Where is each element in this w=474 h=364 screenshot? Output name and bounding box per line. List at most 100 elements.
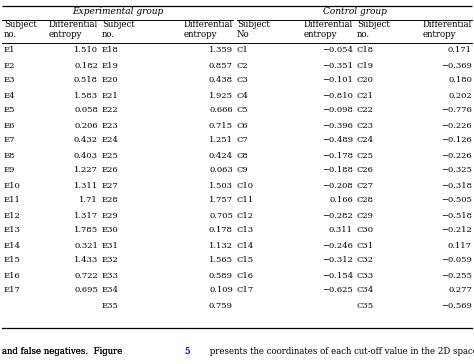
Text: −0.396: −0.396 <box>322 122 353 130</box>
Text: C18: C18 <box>357 47 374 55</box>
Text: E11: E11 <box>4 197 21 205</box>
Text: C9: C9 <box>237 166 249 174</box>
Text: E9: E9 <box>4 166 16 174</box>
Text: 1.757: 1.757 <box>209 197 233 205</box>
Text: Subject
No: Subject No <box>237 20 270 39</box>
Text: E20: E20 <box>102 76 118 84</box>
Text: E31: E31 <box>102 241 119 249</box>
Text: C28: C28 <box>357 197 374 205</box>
Text: E6: E6 <box>4 122 15 130</box>
Text: 1.925: 1.925 <box>209 91 233 99</box>
Text: 0.311: 0.311 <box>329 226 353 234</box>
Text: 0.695: 0.695 <box>74 286 98 294</box>
Text: −0.810: −0.810 <box>322 91 353 99</box>
Text: C19: C19 <box>357 62 374 70</box>
Text: 0.722: 0.722 <box>74 272 98 280</box>
Text: −0.226: −0.226 <box>441 151 472 159</box>
Text: E13: E13 <box>4 226 21 234</box>
Text: C7: C7 <box>237 136 249 145</box>
Text: 1.227: 1.227 <box>74 166 98 174</box>
Text: C26: C26 <box>357 166 374 174</box>
Text: −0.312: −0.312 <box>322 257 353 265</box>
Text: presents the coordinates of each cut-off value in the 2D space: presents the coordinates of each cut-off… <box>207 347 474 356</box>
Text: C11: C11 <box>237 197 254 205</box>
Text: −0.569: −0.569 <box>441 301 472 309</box>
Text: C13: C13 <box>237 226 254 234</box>
Text: 1.311: 1.311 <box>74 182 98 190</box>
Text: C20: C20 <box>357 76 374 84</box>
Text: E3: E3 <box>4 76 16 84</box>
Text: E22: E22 <box>102 107 118 115</box>
Text: 5: 5 <box>184 347 190 356</box>
Text: Experimental group: Experimental group <box>72 8 163 16</box>
Text: 0.438: 0.438 <box>209 76 233 84</box>
Text: E27: E27 <box>102 182 119 190</box>
Text: C23: C23 <box>357 122 374 130</box>
Text: Differential
entropy: Differential entropy <box>49 20 98 39</box>
Text: C8: C8 <box>237 151 249 159</box>
Text: 0.705: 0.705 <box>209 211 233 219</box>
Text: −0.098: −0.098 <box>322 107 353 115</box>
Text: −0.101: −0.101 <box>322 76 353 84</box>
Text: Differential
entropy: Differential entropy <box>304 20 353 39</box>
Text: 0.321: 0.321 <box>74 241 98 249</box>
Text: and false negatives.  Figure: and false negatives. Figure <box>2 347 125 356</box>
Text: E32: E32 <box>102 257 119 265</box>
Text: C10: C10 <box>237 182 254 190</box>
Text: −0.246: −0.246 <box>322 241 353 249</box>
Text: E10: E10 <box>4 182 21 190</box>
Text: 1.510: 1.510 <box>74 47 98 55</box>
Text: 1.583: 1.583 <box>74 91 98 99</box>
Text: −0.351: −0.351 <box>322 62 353 70</box>
Text: 0.182: 0.182 <box>74 62 98 70</box>
Text: 0.058: 0.058 <box>74 107 98 115</box>
Text: −0.188: −0.188 <box>322 166 353 174</box>
Text: C16: C16 <box>237 272 254 280</box>
Text: 0.202: 0.202 <box>448 91 472 99</box>
Text: C33: C33 <box>357 272 374 280</box>
Text: −0.059: −0.059 <box>441 257 472 265</box>
Text: 1.785: 1.785 <box>74 226 98 234</box>
Text: 0.206: 0.206 <box>74 122 98 130</box>
Text: E30: E30 <box>102 226 119 234</box>
Text: C32: C32 <box>357 257 374 265</box>
Text: −0.518: −0.518 <box>441 211 472 219</box>
Text: Differential
entropy: Differential entropy <box>184 20 233 39</box>
Text: C6: C6 <box>237 122 249 130</box>
Text: 0.277: 0.277 <box>448 286 472 294</box>
Text: E15: E15 <box>4 257 21 265</box>
Text: 0.180: 0.180 <box>448 76 472 84</box>
Text: 0.759: 0.759 <box>209 301 233 309</box>
Text: 1.359: 1.359 <box>209 47 233 55</box>
Text: C3: C3 <box>237 76 249 84</box>
Text: E1: E1 <box>4 47 16 55</box>
Text: C2: C2 <box>237 62 249 70</box>
Text: C31: C31 <box>357 241 374 249</box>
Text: C12: C12 <box>237 211 254 219</box>
Text: E19: E19 <box>102 62 119 70</box>
Text: and false negatives.  Figure: and false negatives. Figure <box>2 347 125 356</box>
Text: 1.565: 1.565 <box>209 257 233 265</box>
Text: Subject
no.: Subject no. <box>4 20 37 39</box>
Text: −0.208: −0.208 <box>322 182 353 190</box>
Text: C5: C5 <box>237 107 249 115</box>
Text: C17: C17 <box>237 286 254 294</box>
Text: 0.518: 0.518 <box>74 76 98 84</box>
Text: C22: C22 <box>357 107 374 115</box>
Text: E18: E18 <box>102 47 119 55</box>
Text: 0.424: 0.424 <box>209 151 233 159</box>
Text: Subject
no.: Subject no. <box>102 20 135 39</box>
Text: 0.117: 0.117 <box>448 241 472 249</box>
Text: −0.369: −0.369 <box>441 62 472 70</box>
Text: E24: E24 <box>102 136 119 145</box>
Text: −0.282: −0.282 <box>322 211 353 219</box>
Text: C25: C25 <box>357 151 374 159</box>
Text: E28: E28 <box>102 197 119 205</box>
Text: 0.178: 0.178 <box>209 226 233 234</box>
Text: 0.109: 0.109 <box>209 286 233 294</box>
Text: −0.226: −0.226 <box>441 122 472 130</box>
Text: C4: C4 <box>237 91 249 99</box>
Text: 0.171: 0.171 <box>448 47 472 55</box>
Text: Subject
no.: Subject no. <box>357 20 390 39</box>
Text: 0.063: 0.063 <box>209 166 233 174</box>
